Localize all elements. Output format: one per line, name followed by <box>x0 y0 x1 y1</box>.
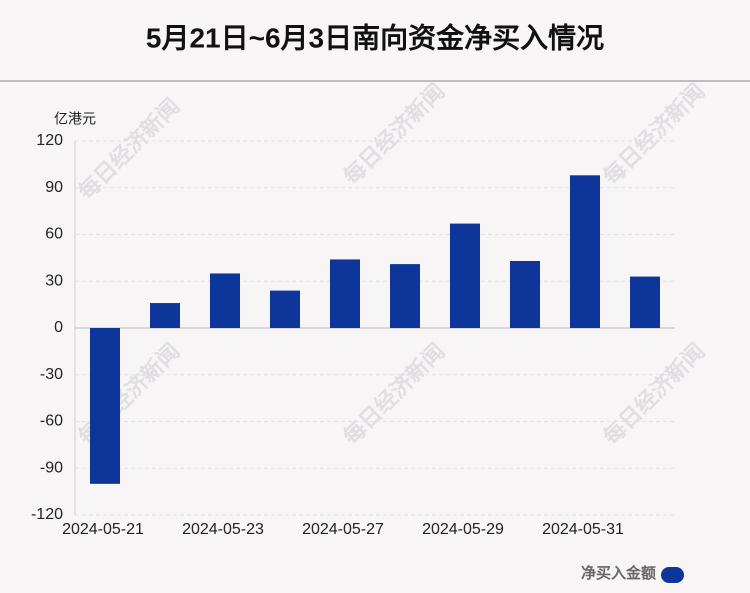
y-tick-label: 90 <box>45 179 63 196</box>
bar <box>330 259 360 328</box>
legend-swatch <box>661 567 684 583</box>
y-tick-label: 60 <box>45 226 63 243</box>
bar <box>450 223 480 328</box>
bar <box>630 276 660 328</box>
y-tick-label: -30 <box>40 366 63 383</box>
y-tick-label: -60 <box>40 413 63 430</box>
bar <box>570 175 600 328</box>
y-tick-label: 30 <box>45 272 63 289</box>
y-tick-label: 120 <box>36 132 63 149</box>
bar <box>510 260 540 328</box>
bar <box>390 264 420 328</box>
y-axis-label: 亿港元 <box>54 111 96 127</box>
bar <box>210 273 240 328</box>
y-tick-label: -90 <box>40 459 63 476</box>
y-tick-label: 0 <box>54 319 63 336</box>
y-tick-label: -120 <box>31 506 63 523</box>
x-tick-label: 2024-05-27 <box>302 521 384 538</box>
bar <box>270 290 300 328</box>
x-tick-label: 2024-05-21 <box>62 521 144 538</box>
x-tick-label: 2024-05-29 <box>422 521 504 538</box>
chart-title: 5月21日~6月3日南向资金净买入情况 <box>146 21 604 53</box>
x-tick-label: 2024-05-23 <box>182 521 264 538</box>
bar <box>150 303 180 328</box>
bar <box>90 328 120 484</box>
legend-label: 净买入金额 <box>581 564 656 582</box>
x-tick-label: 2024-05-31 <box>542 521 624 538</box>
